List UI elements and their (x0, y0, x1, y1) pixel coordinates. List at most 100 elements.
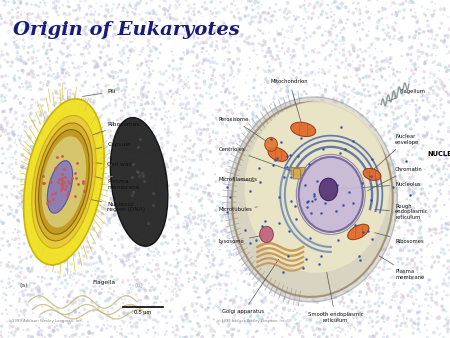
Point (100, 106, 107, 112)
Point (122, 334, 130, 338)
Point (96, 115, 104, 120)
Point (340, 24, 347, 30)
Point (430, 43, 437, 48)
Point (420, 132, 427, 138)
Point (378, 74, 385, 80)
Point (390, 294, 397, 299)
Point (428, 265, 435, 271)
Point (228, 66, 235, 71)
Point (127, 136, 134, 142)
Point (245, 219, 252, 225)
Point (131, 147, 138, 152)
Point (208, 221, 215, 227)
Point (332, 309, 339, 315)
Point (90, 212, 97, 217)
Point (77, 195, 84, 200)
Point (183, 174, 190, 180)
Point (220, 72, 227, 77)
Point (31, 281, 38, 286)
Point (84, 160, 91, 165)
Point (254, 246, 261, 251)
Point (327, 30, 334, 35)
Point (140, 160, 148, 165)
Point (0, 285, 6, 290)
Point (124, 313, 131, 318)
Point (425, 191, 432, 196)
Point (222, 273, 230, 278)
Point (125, 55, 132, 61)
Point (51, 198, 59, 203)
Point (400, 7, 408, 13)
Point (344, 186, 351, 191)
Point (373, 213, 380, 218)
Point (424, 130, 431, 135)
Point (189, 277, 196, 283)
Point (17, 0, 24, 4)
Point (207, 96, 214, 102)
Point (180, 125, 188, 130)
Point (119, 244, 126, 250)
Point (290, 293, 297, 298)
Point (71, 271, 78, 276)
Point (32, 113, 39, 119)
Point (331, 180, 338, 186)
Point (194, 254, 201, 260)
Point (364, 160, 371, 165)
Point (289, 116, 296, 122)
Point (189, 301, 196, 307)
Point (354, 118, 361, 124)
Point (335, 299, 342, 305)
Point (328, 142, 336, 147)
Point (41, 3, 49, 8)
Point (22, 179, 30, 184)
Point (371, 92, 378, 97)
Point (158, 299, 165, 305)
Point (96, 254, 103, 260)
Point (199, 61, 206, 66)
Point (188, 11, 195, 17)
Point (82, 181, 89, 187)
Point (213, 207, 220, 213)
Point (84, 335, 91, 338)
Point (231, 15, 239, 21)
Point (95, 305, 102, 310)
Point (410, 64, 418, 69)
Point (173, 264, 180, 270)
Point (334, 64, 342, 69)
Point (98, 290, 105, 296)
Point (349, 180, 356, 186)
Point (125, 104, 132, 110)
Point (334, 329, 342, 334)
Point (418, 235, 425, 240)
Point (349, 46, 356, 51)
Point (414, 116, 421, 122)
Point (298, 266, 306, 271)
Point (190, 36, 198, 41)
Point (149, 209, 157, 215)
Point (106, 174, 113, 179)
Point (61, 74, 68, 79)
Point (27, 147, 34, 153)
Point (188, 185, 195, 191)
Point (444, 293, 450, 298)
Point (32, 249, 39, 254)
Point (101, 207, 108, 212)
Point (124, 9, 131, 15)
Point (189, 173, 197, 179)
Point (247, 252, 254, 257)
Point (381, 58, 388, 64)
Point (141, 134, 148, 139)
Point (315, 271, 322, 277)
Point (41, 244, 49, 249)
Point (281, 200, 288, 206)
Point (147, 148, 154, 154)
Point (214, 247, 221, 252)
Point (140, 84, 148, 89)
Point (414, 109, 421, 114)
Point (362, 199, 369, 204)
Point (254, 216, 261, 221)
Point (220, 36, 227, 41)
Point (344, 92, 351, 97)
Point (54, 9, 61, 15)
Point (54, 129, 61, 135)
